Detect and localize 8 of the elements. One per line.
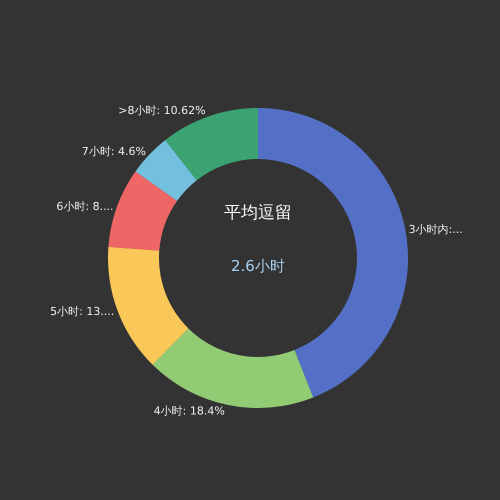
slice-label: 5小时: 13.... [50,304,114,318]
slice-label: 3小时内:... [408,223,463,236]
text: 平均逗留 [224,203,292,223]
text: 2.6小时 [231,257,285,275]
slice-label: 6小时: 8.... [56,200,114,214]
slice-label: >8小时: 10.62% [118,104,206,117]
slice-label: 4小时: 18.4% [154,404,225,418]
slice-label: 7小时: 4.6% [82,145,146,158]
